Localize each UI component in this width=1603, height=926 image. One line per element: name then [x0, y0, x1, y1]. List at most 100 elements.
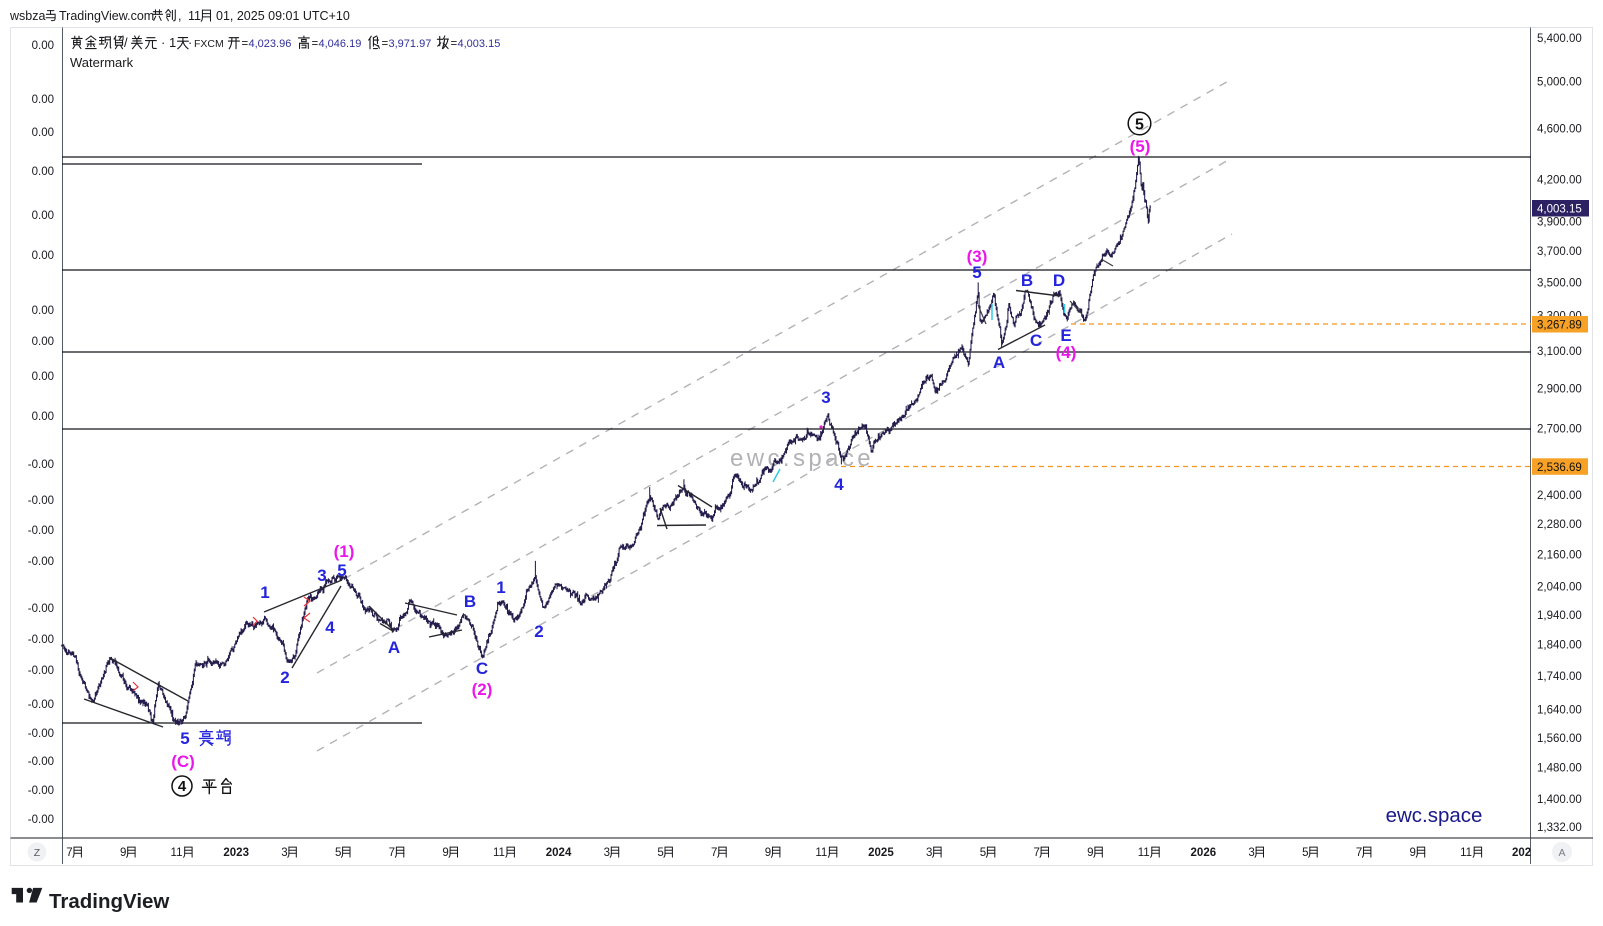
svg-text:11: 11 [1138, 847, 1150, 859]
svg-text:-0.00: -0.00 [28, 603, 54, 615]
svg-text:1: 1 [496, 578, 505, 597]
svg-text:3,900.00: 3,900.00 [1537, 216, 1582, 228]
svg-text:4,003.15: 4,003.15 [458, 38, 501, 50]
svg-text:9: 9 [1410, 847, 1416, 859]
svg-text:-0.00: -0.00 [28, 756, 54, 768]
svg-text:=: = [312, 38, 319, 50]
svg-text:3,971.97: 3,971.97 [389, 38, 432, 50]
svg-text:1,640.00: 1,640.00 [1537, 705, 1582, 717]
svg-text:5: 5 [980, 847, 986, 859]
svg-text:2,040.00: 2,040.00 [1537, 582, 1582, 594]
svg-text:1,840.00: 1,840.00 [1537, 640, 1582, 652]
svg-text:Watermark: Watermark [70, 55, 134, 70]
svg-text:0.00: 0.00 [32, 411, 54, 423]
svg-text:,: , [178, 9, 181, 23]
svg-text:11: 11 [1460, 847, 1472, 859]
svg-text:4,003.15: 4,003.15 [1537, 204, 1582, 216]
svg-text:-0.00: -0.00 [28, 556, 54, 568]
svg-text:1,940.00: 1,940.00 [1537, 610, 1582, 622]
svg-text:(C): (C) [171, 752, 195, 771]
svg-text:4: 4 [834, 475, 844, 494]
svg-text:9: 9 [120, 847, 126, 859]
svg-text:·: · [161, 35, 165, 50]
svg-text:0.00: 0.00 [32, 336, 54, 348]
svg-text:3,100.00: 3,100.00 [1537, 346, 1582, 358]
svg-text:4,600.00: 4,600.00 [1537, 123, 1582, 135]
svg-text:(1): (1) [334, 542, 355, 561]
svg-text:7: 7 [389, 847, 395, 859]
svg-text:5: 5 [972, 263, 981, 282]
svg-text:1,740.00: 1,740.00 [1537, 671, 1582, 683]
svg-text:0.00: 0.00 [32, 210, 54, 222]
svg-text:11: 11 [493, 847, 505, 859]
svg-text:11: 11 [188, 9, 201, 23]
svg-text:C: C [476, 659, 488, 678]
svg-text:5: 5 [1135, 117, 1144, 134]
svg-text:·: · [188, 35, 192, 50]
svg-text:0.00: 0.00 [32, 371, 54, 383]
svg-text:-0.00: -0.00 [28, 525, 54, 537]
svg-text:TradingView.com: TradingView.com [59, 9, 154, 23]
svg-text:3: 3 [317, 566, 326, 585]
svg-text:2,900.00: 2,900.00 [1537, 383, 1582, 395]
svg-text:1: 1 [260, 583, 269, 602]
svg-text:-0.00: -0.00 [28, 495, 54, 507]
svg-text:1,332.00: 1,332.00 [1537, 822, 1582, 834]
svg-text:2,280.00: 2,280.00 [1537, 519, 1582, 531]
svg-text:1,480.00: 1,480.00 [1537, 762, 1582, 774]
svg-text:4,200.00: 4,200.00 [1537, 175, 1582, 187]
svg-text:3: 3 [281, 847, 287, 859]
svg-text:9: 9 [442, 847, 448, 859]
svg-text:5: 5 [180, 729, 189, 748]
svg-text:7: 7 [66, 847, 72, 859]
svg-text:=: = [451, 38, 458, 50]
svg-text:/: / [124, 35, 128, 50]
svg-text:=: = [382, 38, 389, 50]
svg-text:5,000.00: 5,000.00 [1537, 76, 1582, 88]
svg-text:0.00: 0.00 [32, 127, 54, 139]
svg-text:A: A [388, 638, 400, 657]
svg-text:-0.00: -0.00 [28, 665, 54, 677]
svg-text:(2): (2) [472, 680, 493, 699]
svg-text:0.00: 0.00 [32, 94, 54, 106]
svg-text:B: B [1021, 271, 1033, 290]
svg-text:3: 3 [604, 847, 610, 859]
svg-text:2: 2 [280, 668, 289, 687]
svg-text:ewc.space: ewc.space [1386, 804, 1483, 827]
svg-text:(5): (5) [1130, 137, 1151, 156]
svg-text:-0.00: -0.00 [28, 634, 54, 646]
svg-text:-0.00: -0.00 [28, 814, 54, 826]
svg-text:0.00: 0.00 [32, 166, 54, 178]
svg-text:7: 7 [1356, 847, 1362, 859]
svg-text:7: 7 [1033, 847, 1039, 859]
svg-text:=: = [242, 38, 249, 50]
svg-text:4: 4 [325, 618, 335, 637]
svg-text:3: 3 [821, 388, 830, 407]
svg-text:2,400.00: 2,400.00 [1537, 490, 1582, 502]
svg-text:-0.00: -0.00 [28, 699, 54, 711]
svg-text:9: 9 [765, 847, 771, 859]
svg-text:Z: Z [34, 847, 41, 859]
svg-text:0.00: 0.00 [32, 250, 54, 262]
svg-text:01, 2025 09:01 UTC+10: 01, 2025 09:01 UTC+10 [216, 9, 350, 23]
svg-text:A: A [1558, 847, 1565, 859]
svg-text:1,400.00: 1,400.00 [1537, 794, 1582, 806]
svg-text:A: A [993, 353, 1005, 372]
svg-text:3: 3 [926, 847, 932, 859]
svg-text:0.00: 0.00 [32, 305, 54, 317]
svg-text:B: B [464, 592, 476, 611]
svg-text:2,536.69: 2,536.69 [1537, 462, 1582, 474]
svg-text:202: 202 [1512, 847, 1531, 859]
svg-text:2,700.00: 2,700.00 [1537, 424, 1582, 436]
svg-text:D: D [1053, 271, 1065, 290]
svg-text:2024: 2024 [546, 847, 572, 859]
svg-text:0.00: 0.00 [32, 40, 54, 52]
svg-text:E: E [1060, 326, 1071, 345]
svg-text:11: 11 [815, 847, 827, 859]
svg-text:4,046.19: 4,046.19 [319, 38, 362, 50]
svg-text:(4): (4) [1056, 343, 1077, 362]
svg-text:3: 3 [1248, 847, 1254, 859]
svg-text:2025: 2025 [868, 847, 894, 859]
svg-text:4,023.96: 4,023.96 [249, 38, 292, 50]
svg-text:C: C [1030, 331, 1042, 350]
